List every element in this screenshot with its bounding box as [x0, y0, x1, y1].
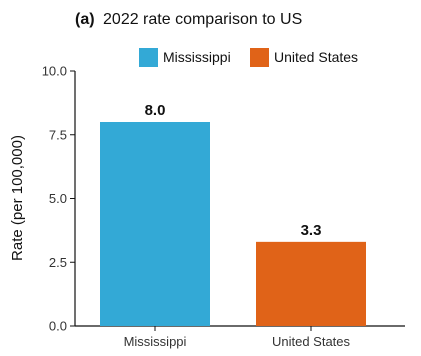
bar-mississippi	[100, 122, 210, 326]
legend-label: United States	[274, 49, 358, 65]
legend-label: Mississippi	[163, 49, 231, 65]
legend-swatch	[250, 48, 269, 67]
x-tick-label: United States	[272, 334, 351, 349]
y-tick-label: 5.0	[49, 191, 67, 206]
y-tick-label: 2.5	[49, 255, 67, 270]
legend-swatch	[139, 48, 158, 67]
bar-value-label: 3.3	[301, 222, 322, 239]
chart-title-text: 2022 rate comparison to US	[103, 11, 302, 28]
x-tick-label: Mississippi	[124, 334, 187, 349]
y-tick-label: 7.5	[49, 127, 67, 142]
y-axis-title: Rate (per 100,000)	[9, 135, 26, 261]
bar-value-label: 8.0	[145, 102, 166, 119]
legend: Mississippi United States	[139, 48, 358, 67]
bar-united-states	[256, 241, 366, 326]
y-tick-label: 0.0	[49, 319, 67, 334]
plot-area: 0.0 2.5 5.0 7.5 10.0 8.0 Mississippi 3.3 United …	[42, 64, 405, 349]
chart-title: (a) 2022 rate comparison to US	[75, 11, 302, 28]
chart-title-prefix: (a)	[75, 11, 95, 28]
y-tick-label: 10.0	[42, 64, 67, 79]
